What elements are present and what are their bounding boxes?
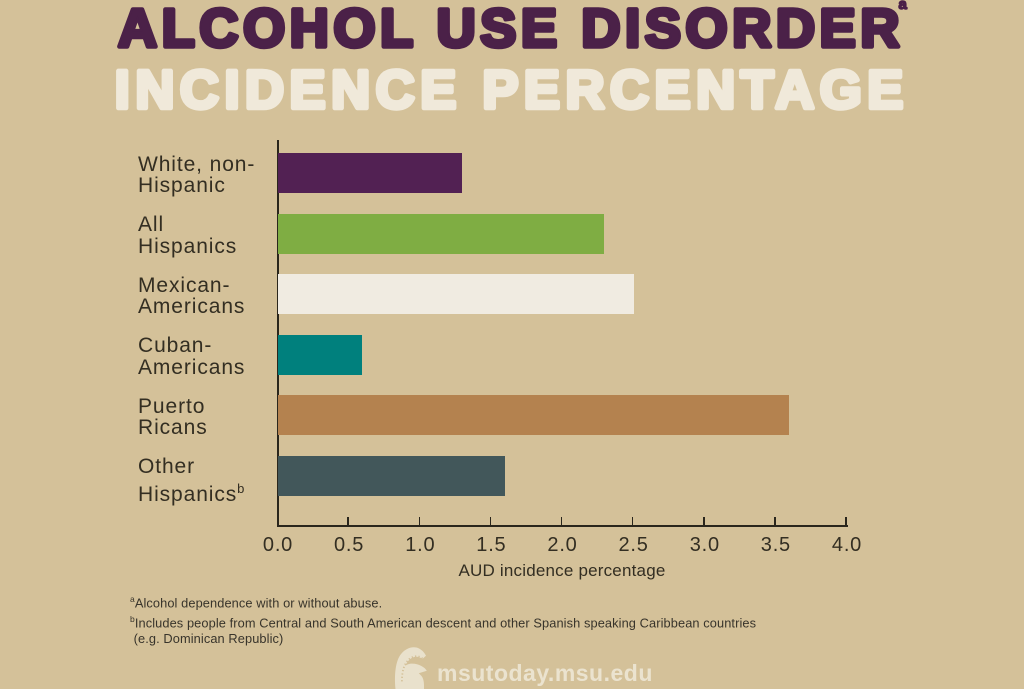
svg-text:ALCOHOL USE DISORDER: ALCOHOL USE DISORDER [118,0,904,59]
svg-text:a: a [899,0,908,13]
svg-text:INCIDENCE PERCENTAGE: INCIDENCE PERCENTAGE [115,60,909,120]
